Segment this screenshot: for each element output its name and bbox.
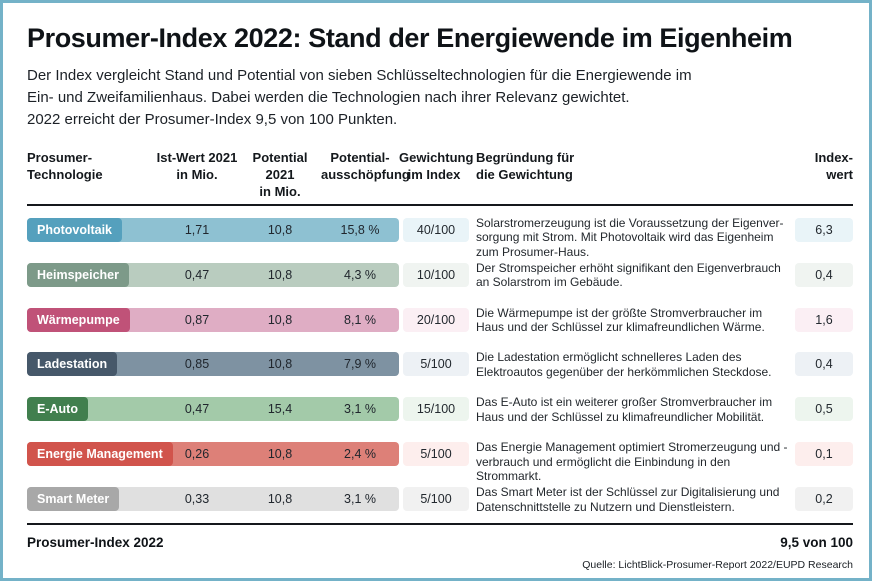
- ist-wert-value: 0,85: [184, 357, 210, 372]
- weight-badge: 5/100: [403, 442, 469, 467]
- footer-total: 9,5 von 100: [780, 534, 853, 550]
- table-row: Wärmepumpe 0,87 10,8 8,1 % 20/100 Die Wä…: [27, 299, 853, 344]
- weight-badge: 15/100: [403, 397, 469, 422]
- technology-badge: E-Auto: [27, 397, 88, 422]
- technology-badge: Smart Meter: [27, 487, 120, 512]
- ausschoepfung-value: 7,9 %: [344, 357, 376, 372]
- row-band: Smart Meter 0,33 10,8 3,1 %: [27, 487, 399, 512]
- potential-value: 10,8: [267, 222, 293, 237]
- ausschoepfung-value: 8,1 %: [344, 312, 376, 327]
- potential-value: 10,8: [267, 492, 293, 507]
- column-header-indexwert: Index- wert: [814, 150, 853, 182]
- table-row: Smart Meter 0,33 10,8 3,1 % 5/100 Das Sm…: [27, 478, 853, 523]
- column-header-ist-wert: Ist-Wert 2021 in Mio.: [156, 150, 238, 182]
- ist-wert-value: 0,33: [184, 492, 210, 507]
- table-row: Ladestation 0,85 10,8 7,9 % 5/100 Die La…: [27, 343, 853, 388]
- weight-badge: 5/100: [403, 487, 469, 512]
- technology-badge: Energie Management: [27, 442, 173, 467]
- column-header-gewichtung: Gewichtung im Index: [399, 150, 474, 182]
- source-credit: Quelle: LichtBlick-Prosumer-Report 2022/…: [582, 558, 853, 571]
- ausschoepfung-value: 3,1 %: [344, 492, 376, 507]
- weight-badge: 40/100: [403, 217, 469, 242]
- index-badge: 0,2: [795, 487, 853, 512]
- technology-badge: Heimspeicher: [27, 262, 129, 287]
- potential-value: 10,8: [267, 312, 293, 327]
- column-header-begruendung: Begründung für die Gewichtung: [476, 150, 575, 182]
- ist-wert-value: 1,71: [184, 222, 210, 237]
- weight-badge: 5/100: [403, 352, 469, 377]
- row-band: Photovoltaik 1,71 10,8 15,8 %: [27, 217, 399, 242]
- weight-badge: 10/100: [403, 262, 469, 287]
- row-description: Die Ladestation ermöglicht schnelleres L…: [476, 350, 772, 379]
- ist-wert-value: 0,87: [184, 312, 210, 327]
- technology-badge: Ladestation: [27, 352, 118, 377]
- row-description: Das E-Auto ist ein weiterer großer Strom…: [476, 395, 773, 424]
- intro-line: Ein- und Zweifamilienhaus. Dabei werden …: [27, 89, 630, 107]
- potential-value: 10,8: [267, 357, 293, 372]
- potential-value: 10,8: [267, 447, 293, 462]
- potential-value: 10,8: [267, 267, 293, 282]
- ausschoepfung-value: 15,8 %: [340, 222, 380, 237]
- index-badge: 0,4: [795, 262, 853, 287]
- row-band: Heimspeicher 0,47 10,8 4,3 %: [27, 262, 399, 287]
- row-band: Energie Management 0,26 10,8 2,4 %: [27, 442, 399, 467]
- row-band: Wärmepumpe 0,87 10,8 8,1 %: [27, 307, 399, 332]
- column-header-technology: Prosumer- Technologie: [27, 150, 103, 182]
- ist-wert-value: 0,47: [184, 402, 210, 417]
- column-header-ausschoepfung: Potential- ausschöpfung: [321, 150, 410, 182]
- index-badge: 0,4: [795, 352, 853, 377]
- intro-text: Der Index vergleicht Stand und Potential…: [27, 65, 853, 131]
- table-row: Energie Management 0,26 10,8 2,4 % 5/100…: [27, 433, 853, 483]
- table-body: Photovoltaik 1,71 10,8 15,8 % 40/100 Sol…: [27, 209, 853, 523]
- table-row: E-Auto 0,47 15,4 3,1 % 15/100 Das E-Auto…: [27, 388, 853, 433]
- ausschoepfung-value: 4,3 %: [344, 267, 376, 282]
- bottom-rule: [27, 522, 853, 525]
- index-badge: 1,6: [795, 307, 853, 332]
- technology-badge: Photovoltaik: [27, 217, 123, 242]
- technology-badge: Wärmepumpe: [27, 307, 130, 332]
- ist-wert-value: 0,47: [184, 267, 210, 282]
- row-description: Solarstromerzeugung ist die Voraussetzun…: [476, 215, 784, 259]
- row-description: Der Stromspeicher erhöht signifikant den…: [476, 260, 781, 290]
- footer: Prosumer-Index 2022 9,5 von 100: [27, 525, 853, 550]
- index-badge: 0,5: [795, 397, 853, 422]
- intro-line: 2022 erreicht der Prosumer-Index 9,5 von…: [27, 111, 398, 129]
- intro-line: Der Index vergleicht Stand und Potential…: [27, 67, 692, 85]
- table-row: Heimspeicher 0,47 10,8 4,3 % 10/100 Der …: [27, 254, 853, 299]
- ausschoepfung-value: 2,4 %: [344, 447, 376, 462]
- index-badge: 6,3: [795, 217, 853, 242]
- index-badge: 0,1: [795, 442, 853, 467]
- weight-badge: 20/100: [403, 307, 469, 332]
- potential-value: 15,4: [267, 402, 293, 417]
- table-row: Photovoltaik 1,71 10,8 15,8 % 40/100 Sol…: [27, 209, 853, 259]
- page-title: Prosumer-Index 2022: Stand der Energiewe…: [27, 23, 793, 53]
- row-band: E-Auto 0,47 15,4 3,1 %: [27, 397, 399, 422]
- ist-wert-value: 0,26: [184, 447, 210, 462]
- table-header: Prosumer- Technologie Ist-Wert 2021 in M…: [27, 150, 853, 206]
- row-description: Das Energie Management optimiert Stromer…: [476, 440, 788, 484]
- row-description: Die Wärmepumpe ist der größte Stromverbr…: [476, 305, 765, 335]
- row-band: Ladestation 0,85 10,8 7,9 %: [27, 352, 399, 377]
- row-description: Das Smart Meter ist der Schlüssel zur Di…: [476, 485, 780, 514]
- footer-label: Prosumer-Index 2022: [27, 534, 164, 550]
- column-header-potential: Potential 2021 in Mio.: [252, 150, 308, 199]
- ausschoepfung-value: 3,1 %: [344, 402, 376, 417]
